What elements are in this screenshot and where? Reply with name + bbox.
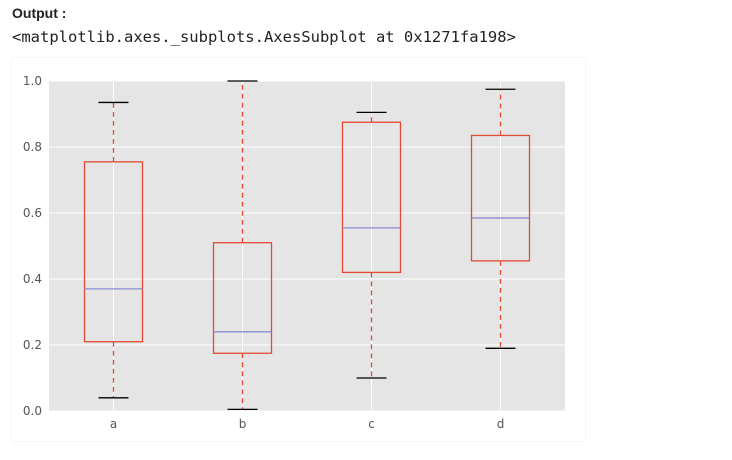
y-tick-label-5: 1.0 xyxy=(23,74,42,88)
x-tick-label-a: a xyxy=(110,417,117,431)
y-tick-label-3: 0.6 xyxy=(23,206,42,220)
y-tick-label-4: 0.8 xyxy=(23,140,42,154)
box-a xyxy=(83,161,144,343)
boxplot-chart: 0.0 0.2 0.4 0.6 0.8 1.0 a b c d xyxy=(23,74,565,431)
box-d xyxy=(470,134,531,262)
plot-frame: 0.0 0.2 0.4 0.6 0.8 1.0 a b c d xyxy=(12,58,585,441)
plot-area xyxy=(49,81,565,411)
x-tick-label-b: b xyxy=(239,417,247,431)
output-label: Output : xyxy=(12,5,67,21)
y-tick-label-0: 0.0 xyxy=(23,404,42,418)
axes-repr-text: <matplotlib.axes._subplots.AxesSubplot a… xyxy=(12,28,516,46)
box-c xyxy=(341,121,402,274)
y-tick-label-1: 0.2 xyxy=(23,338,42,352)
x-tick-label-c: c xyxy=(368,417,375,431)
box-b xyxy=(212,242,273,354)
y-tick-label-2: 0.4 xyxy=(23,272,42,286)
x-tick-label-d: d xyxy=(497,417,505,431)
